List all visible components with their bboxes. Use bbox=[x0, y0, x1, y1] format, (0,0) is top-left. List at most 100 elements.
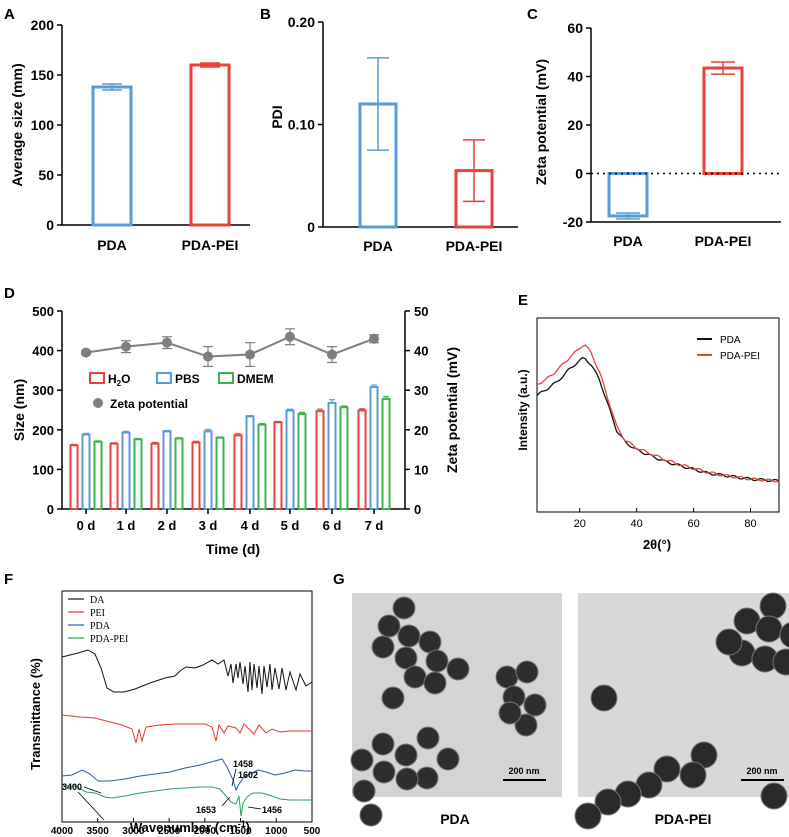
ftir-annotation-1458: 1458 bbox=[233, 759, 253, 769]
bar-dmem-5 bbox=[297, 412, 307, 510]
tem-particles-pdapei bbox=[574, 592, 789, 830]
tem-particle bbox=[377, 614, 401, 638]
tem-particle bbox=[446, 657, 470, 681]
x-tick-label: 1 d bbox=[117, 518, 136, 533]
legend-f-pei-label: PEI bbox=[90, 608, 105, 619]
tem-particle bbox=[381, 686, 405, 710]
y-tick-label: 0 bbox=[46, 217, 54, 233]
category-label: PDA bbox=[97, 237, 127, 253]
tem-particle bbox=[574, 802, 602, 830]
tem-particle bbox=[436, 747, 460, 771]
panel-b-bar-chart: PDI 0 0.10 0.20 PDA PDA-PEI bbox=[269, 14, 518, 254]
y-tick-label: 300 bbox=[32, 383, 54, 398]
bar-h2o-0 bbox=[69, 444, 79, 510]
zeta-point-7 bbox=[369, 333, 379, 344]
y-tick-label: 100 bbox=[31, 117, 55, 133]
x-tick-label: 2500 bbox=[158, 826, 181, 837]
tem-particle bbox=[653, 755, 681, 783]
bar-h2o-3 bbox=[191, 441, 201, 510]
legend-dmem-swatch bbox=[218, 372, 234, 384]
x-tick-label: 60 bbox=[687, 518, 699, 530]
y-tick-label: 100 bbox=[32, 462, 54, 477]
panel-f-ftir-chart: Transmittance (%) Wavenumber (cm-1) DA P… bbox=[28, 590, 321, 837]
zeta-point-2 bbox=[162, 337, 172, 348]
ftir-da-line bbox=[61, 649, 313, 695]
tem-particle bbox=[515, 660, 539, 684]
x-tick-label: 3 d bbox=[199, 518, 218, 533]
ftir-pda-line bbox=[61, 758, 312, 792]
bar-pbs-6 bbox=[327, 401, 337, 511]
panel-d-y2label: Zeta potential (mV) bbox=[444, 347, 460, 473]
x-tick-label: 2 d bbox=[158, 518, 177, 533]
y2-tick-label: 20 bbox=[414, 423, 428, 438]
tem-particle bbox=[779, 622, 789, 648]
category-label: PDA-PEI bbox=[182, 237, 239, 253]
tem-particle bbox=[371, 635, 395, 659]
x-tick-label: 6 d bbox=[323, 518, 342, 533]
legend-pbs-label: PBS bbox=[175, 372, 200, 386]
y-tick-label: 20 bbox=[567, 117, 583, 133]
y2-tick-label: 50 bbox=[414, 304, 428, 319]
y-tick-label: 200 bbox=[32, 423, 54, 438]
tem-particle bbox=[416, 726, 440, 750]
panel-e-xrd-chart: Intensity (a.u.) 2θ(°) PDA PDA-PEI 20 40 6… bbox=[516, 317, 780, 552]
tem-particles-pda bbox=[350, 596, 547, 827]
bar-pda-pei bbox=[702, 66, 744, 175]
x-tick-label: 4 d bbox=[241, 518, 260, 533]
y-tick-label: 0 bbox=[575, 166, 583, 182]
x-tick-label: 0 d bbox=[77, 518, 96, 533]
tem-particle bbox=[350, 748, 374, 772]
bar-dmem-7 bbox=[381, 397, 391, 510]
bar-pbs-7 bbox=[369, 386, 379, 511]
y-tick-label: 0 bbox=[307, 219, 315, 235]
bar-pbs-5 bbox=[285, 409, 295, 510]
zeta-potential-line bbox=[85, 335, 375, 358]
y-tick-label: 0.20 bbox=[288, 14, 315, 30]
y2-tick-label: 0 bbox=[414, 502, 421, 517]
legend-e-pdapei-label: PDA-PEI bbox=[720, 351, 760, 362]
bar-dmem-6 bbox=[339, 406, 349, 510]
legend-e-pda-label: PDA bbox=[720, 335, 741, 346]
tem-scalebar-pda-label: 200 nm bbox=[508, 766, 539, 776]
bar-pda-pei bbox=[189, 63, 231, 227]
tem-particle bbox=[590, 684, 618, 712]
ftir-pdapei-line bbox=[62, 785, 312, 817]
zeta-point-4 bbox=[245, 349, 255, 360]
legend-f-da-label: DA bbox=[90, 595, 105, 606]
panel-c-ylabel: Zeta potential (mV) bbox=[533, 59, 549, 185]
bar-pbs-1 bbox=[121, 431, 131, 510]
tem-particle bbox=[679, 761, 707, 789]
x-tick-label: 5 d bbox=[281, 518, 300, 533]
category-label: PDA-PEI bbox=[695, 233, 752, 249]
tem-particle bbox=[359, 803, 383, 827]
panel-letter-d: D bbox=[4, 285, 15, 302]
x-tick-label: 500 bbox=[304, 826, 321, 837]
panel-letter-c: C bbox=[527, 6, 538, 23]
x-tick-label: 3500 bbox=[87, 826, 110, 837]
tem-particle bbox=[514, 713, 538, 737]
ftir-annotation-1602: 1602 bbox=[238, 770, 258, 780]
tem-particle bbox=[415, 766, 439, 790]
xrd-line-pda bbox=[536, 356, 780, 483]
ftir-annotation-3400-line-2 bbox=[77, 791, 105, 821]
zeta-point-6 bbox=[327, 349, 337, 360]
panel-g-tem-images: 200 nm 200 nm PDA PDA-PEI bbox=[350, 592, 789, 830]
bar-pda bbox=[607, 172, 649, 218]
x-tick-label: 2000 bbox=[194, 826, 217, 837]
legend-zeta-marker bbox=[93, 398, 103, 408]
tem-particle bbox=[403, 665, 427, 689]
bar-h2o-6 bbox=[315, 410, 325, 510]
ftir-annotation-1458-line bbox=[231, 768, 237, 787]
y-tick-label: -20 bbox=[563, 214, 583, 230]
tem-particle bbox=[395, 767, 419, 791]
panel-e-xlabel: 2θ(°) bbox=[643, 537, 671, 552]
legend-zeta-label: Zeta potential bbox=[110, 397, 188, 411]
bar-h2o-4 bbox=[233, 434, 243, 510]
y2-tick-label: 10 bbox=[414, 462, 428, 477]
tem-particle bbox=[594, 788, 622, 816]
bar-pbs-2 bbox=[162, 430, 172, 510]
x-tick-label: 1500 bbox=[229, 826, 252, 837]
tem-particle bbox=[394, 743, 418, 767]
zeta-point-1 bbox=[121, 341, 131, 352]
tem-particle bbox=[423, 671, 447, 695]
